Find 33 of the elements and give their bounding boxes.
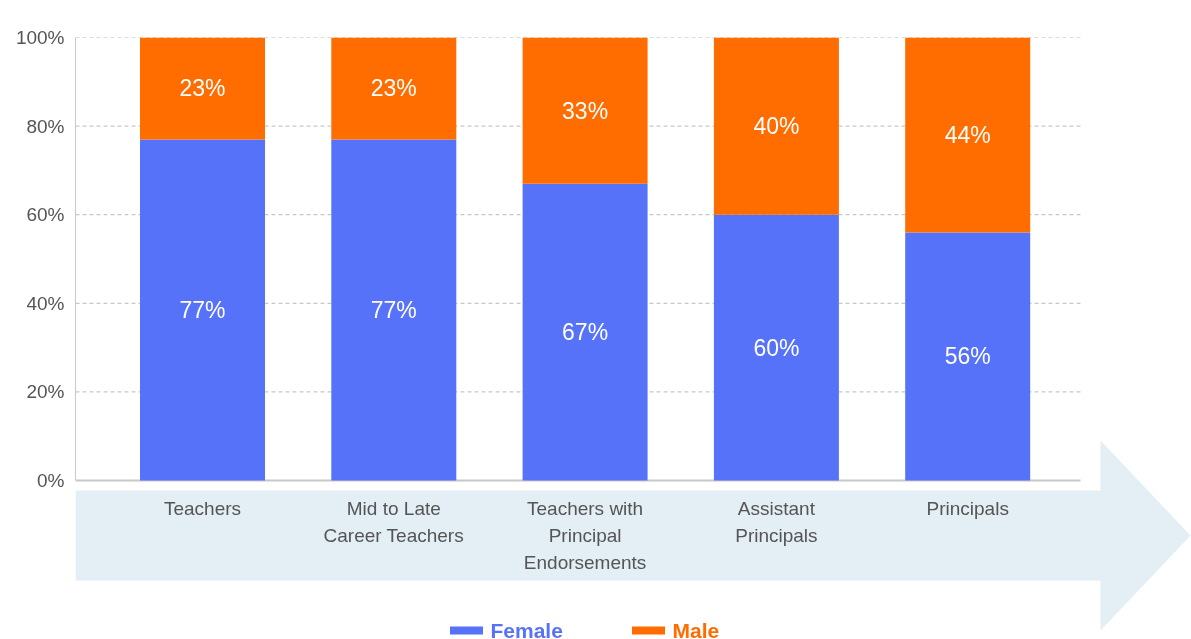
bar: [905, 232, 1031, 481]
x-tick-label: Principals: [926, 497, 1009, 519]
legend-label: Female: [490, 619, 563, 639]
y-tick-label: 40%: [26, 292, 65, 314]
y-tick-label: 60%: [26, 204, 65, 226]
y-tick-label: 0%: [37, 470, 65, 491]
legend-label: Male: [672, 619, 720, 639]
data-label: 60%: [753, 334, 800, 361]
bar: [140, 139, 265, 481]
bar: [713, 214, 839, 481]
bar: [522, 183, 648, 481]
x-tick-label: Mid to Late Career Teachers: [323, 497, 464, 546]
data-label: 23%: [179, 75, 226, 102]
data-label: 56%: [944, 343, 991, 370]
data-label: 77%: [370, 296, 417, 323]
bar: [713, 37, 839, 215]
data-label: 67%: [562, 319, 609, 346]
data-label: 33%: [562, 97, 609, 124]
bar: [331, 37, 457, 140]
x-tick-label: Assistant Principals: [735, 497, 818, 546]
data-label: 44%: [944, 121, 991, 148]
data-label: 40%: [753, 113, 800, 140]
y-tick-label: 20%: [26, 381, 65, 403]
data-label: 23%: [370, 75, 417, 102]
y-tick-label: 100%: [15, 27, 65, 48]
bar: [331, 139, 457, 481]
x-tick-label: Teachers: [163, 497, 242, 519]
x-tick-label: Teachers with Principal Endorsements: [523, 497, 647, 574]
bar: [140, 37, 265, 140]
y-tick-label: 80%: [26, 115, 65, 137]
bar: [905, 37, 1031, 233]
data-label: 77%: [179, 296, 226, 323]
bar: [522, 37, 648, 184]
